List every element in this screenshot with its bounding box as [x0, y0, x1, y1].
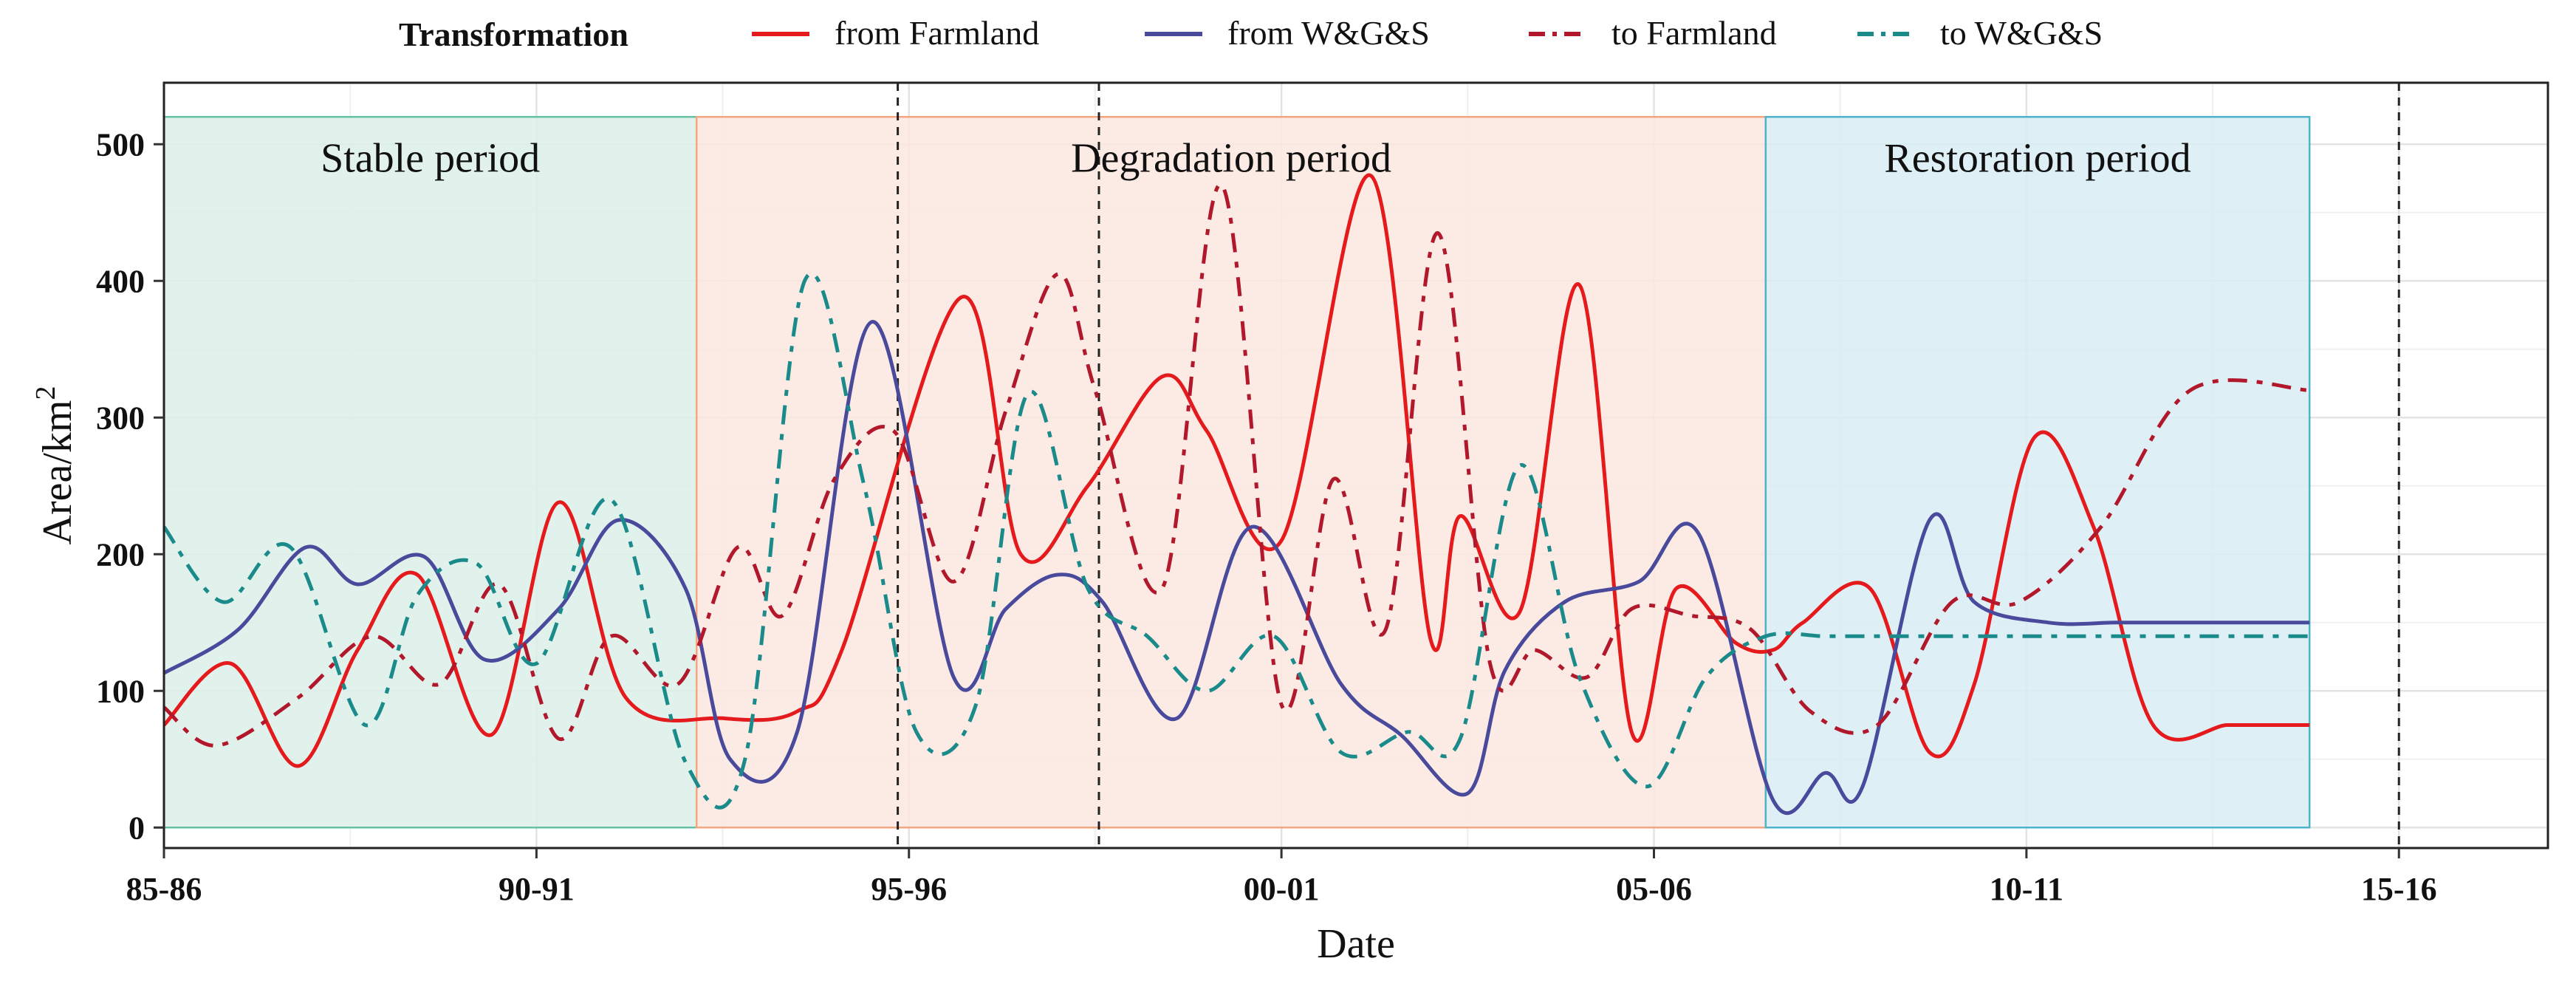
period-label: Degradation period [1071, 135, 1391, 181]
period-rect-2 [1764, 116, 2311, 829]
period-regions [162, 116, 2311, 829]
series-line-2 [162, 182, 2310, 748]
series-line-0 [162, 173, 2310, 768]
y-tick-label: 100 [96, 673, 145, 709]
y-tick-label: 400 [96, 263, 145, 299]
period-label: Stable period [321, 135, 540, 181]
plot-border [162, 81, 2549, 850]
y-axis-title-superscript: 2 [30, 386, 61, 400]
x-tick-label: 85-86 [126, 871, 202, 907]
x-tick-label: 95-96 [871, 871, 947, 907]
y-axis-title-base: Area/km [35, 400, 80, 545]
series-line-1 [162, 320, 2310, 816]
y-tick-label: 200 [96, 536, 145, 572]
x-tick-label: 10-11 [1990, 871, 2063, 907]
y-axis-title: Area/km2 [30, 386, 80, 545]
legend-label: to Farmland [1611, 14, 1777, 52]
y-tick-label: 300 [96, 400, 145, 436]
y-axis-title-text: Area/km2 [30, 386, 80, 545]
x-tick-label: 05-06 [1616, 871, 1692, 907]
reference-lines [897, 83, 2400, 848]
period-labels: Stable period Degradation period Restorati… [321, 135, 2191, 181]
series-line-3 [162, 271, 2310, 810]
legend: Transformation from Farmland from W&G&S to … [399, 14, 2103, 53]
x-axis-title: Date [1317, 921, 1395, 967]
x-tick-label: 00-01 [1244, 871, 1320, 907]
period-label: Restoration period [1884, 135, 2190, 181]
x-tick-label: 15-16 [2361, 871, 2437, 907]
legend-label: from W&G&S [1227, 14, 1430, 52]
period-rect-0 [162, 116, 698, 829]
y-tick-label: 500 [96, 126, 145, 163]
x-tick-label: 90-91 [499, 871, 575, 907]
legend-label: to W&G&S [1940, 14, 2103, 52]
series-lines [162, 173, 2310, 816]
legend-title: Transformation [399, 16, 628, 53]
y-tick-label: 0 [129, 810, 145, 846]
axes: 0 100 200 300 400 500 85-86 90-91 95-96 00-01 05-0… [30, 81, 2549, 967]
legend-label: from Farmland [835, 14, 1039, 52]
